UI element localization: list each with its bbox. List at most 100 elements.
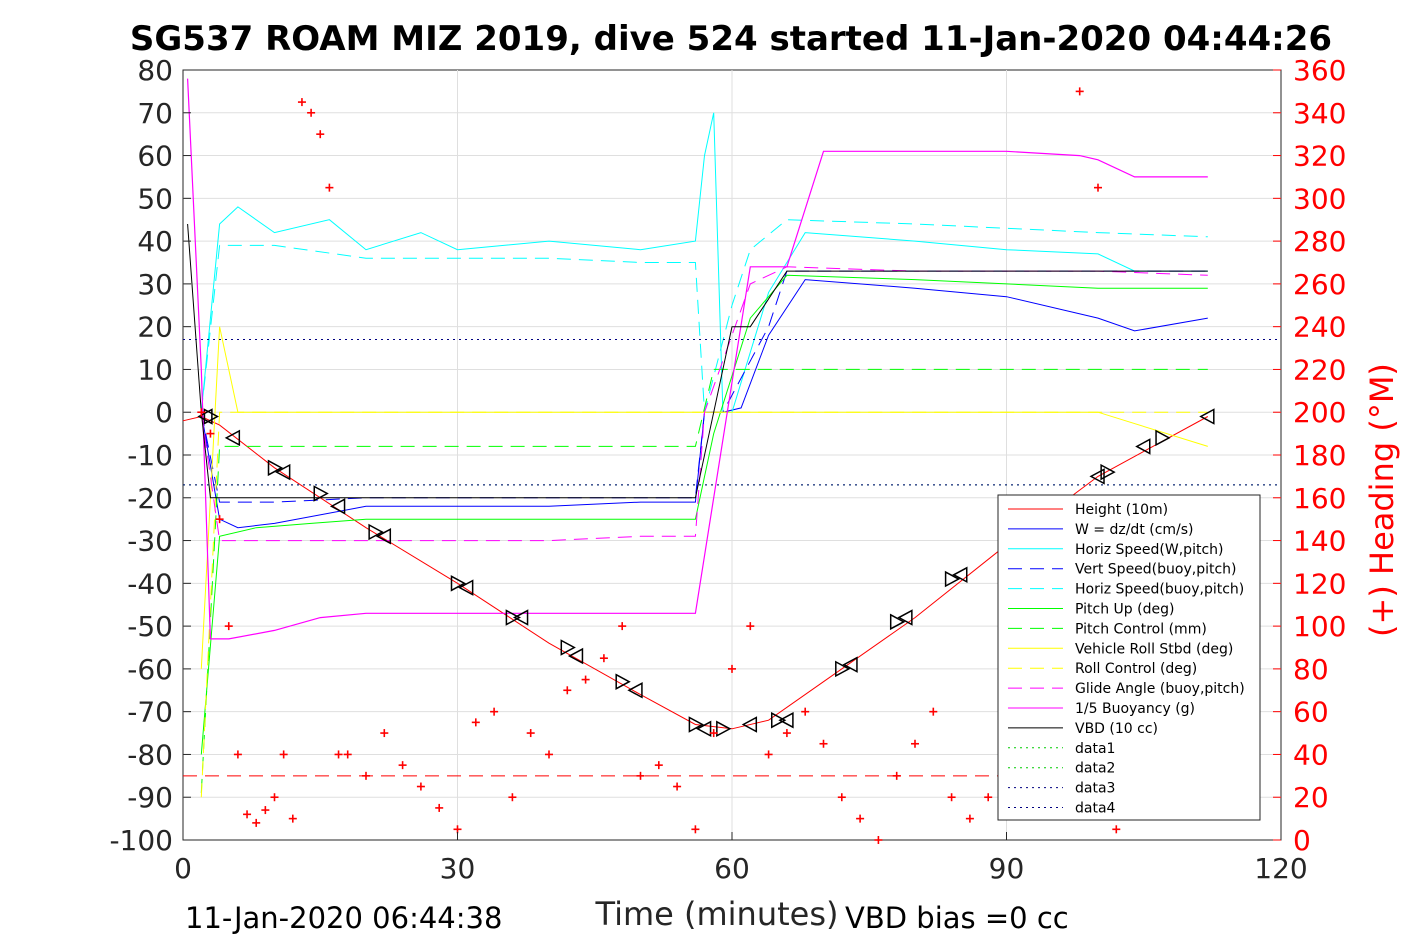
x-axis-label: Time (minutes) xyxy=(595,895,839,933)
marker-layer xyxy=(197,408,1215,738)
right-tick-label: 220 xyxy=(1293,353,1346,386)
triangle-marker xyxy=(567,647,584,665)
triangle-marker xyxy=(835,660,851,678)
right-tick-label: 160 xyxy=(1293,482,1346,515)
triangle-marker xyxy=(897,609,913,626)
legend-label: data4 xyxy=(1075,801,1116,817)
legend-label: Horiz Speed(W,pitch) xyxy=(1075,542,1223,558)
series-line xyxy=(200,266,1208,542)
triangle-marker xyxy=(203,408,220,425)
series-layer xyxy=(182,78,1281,798)
triangle-marker xyxy=(952,566,968,584)
right-tick-label: 260 xyxy=(1293,268,1346,301)
right-tick-label: 80 xyxy=(1293,653,1329,686)
right-tick-label: 40 xyxy=(1293,738,1329,771)
triangle-marker xyxy=(688,716,704,733)
left-tick-label: 10 xyxy=(137,353,173,386)
left-tick-label: -50 xyxy=(127,610,173,643)
legend-label: VBD (10 cc) xyxy=(1075,721,1158,737)
legend-label: W = dz/dt (cm/s) xyxy=(1075,522,1194,538)
right-tick-label: 180 xyxy=(1293,439,1346,472)
chart-title: SG537 ROAM MIZ 2019, dive 524 started 11… xyxy=(130,19,1332,59)
right-tick-label: 280 xyxy=(1293,225,1346,258)
legend-label: Roll Control (deg) xyxy=(1075,661,1197,677)
right-tick-label: 360 xyxy=(1293,54,1346,87)
triangle-marker xyxy=(458,579,474,596)
legend-label: Height (10m) xyxy=(1075,502,1168,518)
right-tick-label: 20 xyxy=(1293,781,1329,814)
legend-label: data2 xyxy=(1075,761,1115,777)
triangle-marker xyxy=(627,682,643,699)
left-tick-label: 80 xyxy=(137,54,173,87)
right-tick-label: 120 xyxy=(1293,567,1346,600)
legend: Height (10m) W = dz/dt (cm/s) Horiz Speed(… xyxy=(997,494,1261,821)
triangle-marker xyxy=(615,673,631,690)
triangle-marker xyxy=(695,720,712,738)
triangle-marker xyxy=(560,639,576,656)
left-tick-label: 60 xyxy=(137,140,173,173)
triangle-marker xyxy=(1155,429,1171,447)
left-axis-ticks: 80 70 60 50 40 30 20 10 0 -10 -20 -30 -40 -50 -60 -70 -8… xyxy=(109,54,191,857)
legend-label: data1 xyxy=(1075,741,1115,757)
right-tick-label: 60 xyxy=(1293,696,1329,729)
left-tick-label: -40 xyxy=(127,567,173,600)
legend-label: Pitch Control (mm) xyxy=(1075,621,1207,637)
series-line xyxy=(200,112,1208,413)
x-tick-label: 0 xyxy=(174,852,192,885)
right-tick-label: 300 xyxy=(1293,182,1346,215)
triangle-marker xyxy=(1135,438,1151,455)
series-line xyxy=(200,274,1208,755)
left-tick-label: 40 xyxy=(137,225,173,258)
triangle-marker xyxy=(224,429,241,447)
left-tick-label: 0 xyxy=(155,396,173,429)
left-tick-label: -100 xyxy=(109,824,173,857)
triangle-marker xyxy=(275,463,291,481)
left-tick-label: -80 xyxy=(127,738,173,771)
x-tick-label: 60 xyxy=(714,852,750,885)
triangle-marker xyxy=(505,609,521,626)
triangle-marker xyxy=(889,613,906,631)
triangle-marker xyxy=(1100,463,1116,481)
legend-label: Vehicle Roll Stbd (deg) xyxy=(1075,641,1233,657)
x-tick-label: 90 xyxy=(989,852,1025,885)
triangle-marker xyxy=(842,656,858,673)
right-tick-label: 140 xyxy=(1293,525,1346,558)
left-tick-label: 30 xyxy=(137,268,173,301)
triangle-marker xyxy=(450,575,467,592)
right-tick-label: 0 xyxy=(1293,824,1311,857)
series-line xyxy=(187,78,1208,640)
triangle-marker xyxy=(368,523,384,541)
right-tick-label: 340 xyxy=(1293,97,1346,130)
right-tick-label: 240 xyxy=(1293,311,1346,344)
triangle-marker xyxy=(1199,408,1215,425)
left-tick-label: -90 xyxy=(127,781,173,814)
triangle-marker xyxy=(771,711,787,729)
triangle-marker xyxy=(944,570,961,588)
footer-vbd-bias: VBD bias =0 cc xyxy=(845,901,1069,935)
triangle-marker xyxy=(512,609,529,626)
x-tick-label: 30 xyxy=(440,852,476,885)
legend-label: data3 xyxy=(1075,781,1115,797)
triangle-marker xyxy=(778,711,794,729)
x-tick-label: 120 xyxy=(1254,852,1307,885)
series-line xyxy=(200,219,1208,413)
legend-label: Pitch Up (deg) xyxy=(1075,602,1174,618)
legend-label: Vert Speed(buoy,pitch) xyxy=(1075,562,1237,578)
series-line xyxy=(187,223,1208,499)
left-tick-label: -30 xyxy=(127,525,173,558)
left-tick-label: -10 xyxy=(127,439,173,472)
right-axis-label: (+) Heading (°M) xyxy=(1363,363,1401,637)
right-tick-label: 100 xyxy=(1293,610,1346,643)
triangle-marker xyxy=(313,485,329,502)
triangle-marker xyxy=(1089,468,1105,485)
left-tick-label: -70 xyxy=(127,696,173,729)
left-tick-label: -60 xyxy=(127,653,173,686)
legend-label: Glide Angle (buoy,pitch) xyxy=(1075,681,1245,697)
footer-timestamp: 11-Jan-2020 06:44:38 xyxy=(185,901,502,935)
left-tick-label: 70 xyxy=(137,97,173,130)
triangle-marker xyxy=(741,716,758,733)
triangle-marker xyxy=(197,408,213,425)
triangle-marker xyxy=(375,528,392,545)
right-tick-label: 320 xyxy=(1293,140,1346,173)
